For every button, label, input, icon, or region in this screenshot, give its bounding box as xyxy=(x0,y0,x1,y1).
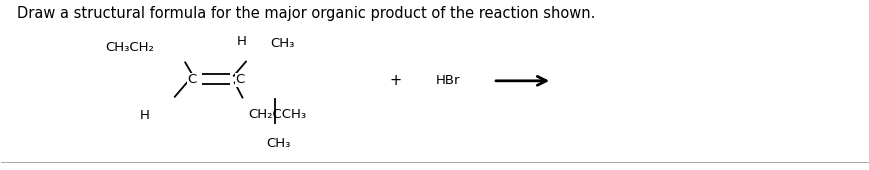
Text: HBr: HBr xyxy=(435,74,460,87)
Text: +: + xyxy=(389,73,401,88)
Text: CH₃CH₂: CH₃CH₂ xyxy=(105,41,154,54)
Text: C: C xyxy=(188,73,196,87)
Text: Draw a structural formula for the major organic product of the reaction shown.: Draw a structural formula for the major … xyxy=(17,6,594,21)
Text: CH₃: CH₃ xyxy=(267,137,291,150)
Text: H: H xyxy=(139,109,149,122)
Text: CH₃: CH₃ xyxy=(270,37,295,50)
Text: C: C xyxy=(235,73,244,87)
Text: CH₂CCH₃: CH₂CCH₃ xyxy=(249,108,306,121)
Text: H: H xyxy=(236,35,246,48)
